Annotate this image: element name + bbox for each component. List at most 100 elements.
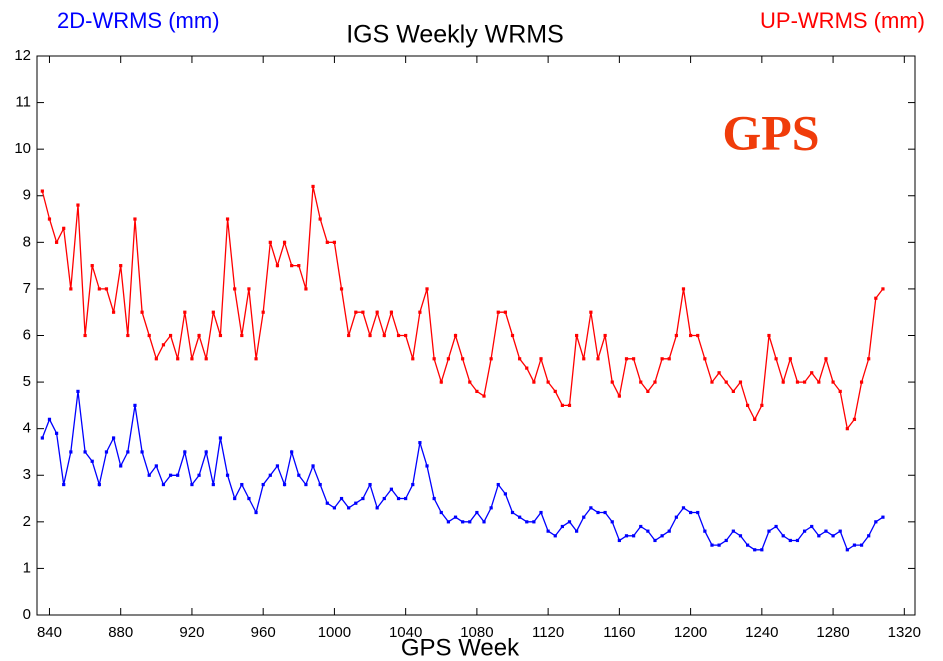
point: [553, 389, 557, 393]
point: [518, 515, 522, 519]
point: [396, 333, 401, 338]
point: [753, 548, 757, 552]
point: [582, 357, 586, 361]
point: [753, 417, 757, 421]
point: [852, 543, 857, 547]
point: [176, 473, 180, 477]
point: [375, 506, 379, 510]
point: [639, 380, 643, 384]
point: [83, 333, 87, 338]
point: [881, 515, 885, 519]
point: [126, 450, 130, 454]
point: [290, 264, 294, 268]
point: [560, 524, 564, 529]
point: [76, 203, 80, 207]
point: [810, 524, 814, 529]
point: [745, 403, 750, 407]
point: [275, 464, 280, 468]
point: [617, 394, 621, 398]
point: [731, 529, 735, 533]
point: [468, 520, 472, 524]
point: [318, 482, 322, 487]
point: [339, 287, 344, 291]
point: [660, 357, 664, 361]
point: [154, 357, 158, 361]
point: [760, 548, 764, 552]
point: [418, 441, 422, 445]
point: [624, 357, 629, 361]
point: [361, 310, 365, 314]
point: [817, 380, 821, 384]
y-tick-label: 8: [23, 233, 31, 250]
point: [247, 287, 251, 291]
point: [332, 506, 337, 510]
y-tick-label: 9: [23, 187, 31, 204]
point: [225, 217, 230, 221]
point: [147, 333, 151, 338]
point: [852, 417, 857, 421]
point: [724, 380, 728, 384]
point: [560, 403, 564, 407]
point: [183, 450, 187, 454]
point: [760, 403, 764, 407]
point: [475, 389, 479, 393]
point: [389, 487, 394, 491]
point: [354, 501, 358, 505]
point: [140, 450, 144, 454]
point: [446, 520, 450, 524]
point: [646, 529, 650, 533]
point: [518, 357, 522, 361]
point: [781, 380, 785, 384]
point: [197, 473, 201, 477]
x-tick-label: 1280: [816, 624, 849, 641]
x-tick-label: 1120: [532, 624, 564, 641]
point: [154, 464, 158, 468]
point: [802, 529, 807, 533]
point: [190, 357, 194, 361]
point: [589, 310, 593, 314]
point: [282, 482, 287, 487]
x-tick-label: 880: [108, 624, 133, 641]
x-tick-label: 1000: [318, 624, 351, 641]
point: [553, 534, 557, 538]
point: [453, 515, 458, 519]
point: [218, 436, 223, 440]
point: [874, 296, 878, 300]
point: [710, 380, 714, 384]
point: [347, 506, 351, 510]
point: [375, 310, 379, 314]
point: [575, 529, 579, 533]
point: [610, 380, 614, 384]
point: [546, 529, 550, 533]
point: [432, 357, 436, 361]
point: [290, 450, 294, 454]
point: [667, 357, 671, 361]
point: [111, 310, 116, 314]
point: [503, 310, 507, 314]
point: [62, 482, 66, 487]
point: [446, 357, 450, 361]
point: [802, 380, 807, 384]
point: [510, 510, 515, 515]
point: [47, 217, 52, 221]
point: [425, 287, 429, 291]
x-tick-label: 960: [251, 624, 276, 641]
point: [731, 389, 735, 393]
x-tick-label: 1240: [745, 624, 778, 641]
point: [603, 510, 607, 515]
point: [461, 520, 465, 524]
point: [475, 510, 479, 515]
point: [119, 464, 123, 468]
point: [867, 534, 871, 538]
point: [204, 357, 208, 361]
point: [525, 366, 529, 370]
point: [624, 534, 629, 538]
x-tick-label: 1320: [888, 624, 921, 641]
point: [610, 520, 614, 524]
point: [76, 389, 80, 393]
point: [824, 357, 828, 361]
point: [339, 496, 344, 501]
x-axis-title: GPS Week: [401, 634, 520, 661]
point: [168, 473, 173, 477]
point: [703, 357, 707, 361]
